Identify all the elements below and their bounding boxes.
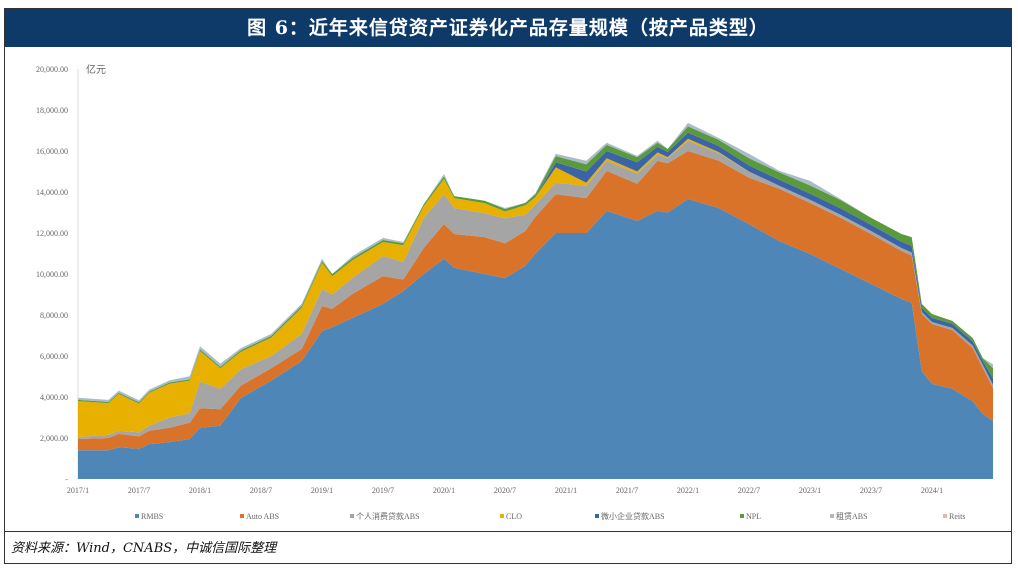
area-clo — [78, 138, 993, 437]
y-tick-label: 8,000.00 — [40, 311, 68, 320]
figure-title: 图 6：近年来信贷资产证券化产品存量规模（按产品类型） — [5, 9, 1011, 47]
x-tick-label: 2020/7 — [494, 486, 516, 495]
legend-swatch — [500, 514, 504, 518]
stacked-area-chart: - 2,000.00 4,000.00 6,000.00 8,000.00 10,000.… — [36, 63, 993, 521]
y-tick-label: 18,000.00 — [36, 106, 68, 115]
x-tick-label: 2018/1 — [189, 486, 211, 495]
legend-label: RMBS — [141, 512, 163, 521]
legend-label: CLO — [506, 512, 522, 521]
legend-item: Reits — [943, 512, 965, 521]
legend-label: 微小企业贷款ABS — [601, 511, 665, 521]
x-tick-label: 2024/1 — [921, 486, 943, 495]
area-auto-abs — [78, 151, 993, 451]
y-tick-label: 20,000.00 — [36, 65, 68, 74]
legend-item: CLO — [500, 512, 522, 521]
figure-frame: 图 6：近年来信贷资产证券化产品存量规模（按产品类型） - 2,000.00 4,0… — [4, 8, 1012, 564]
y-tick-label: 10,000.00 — [36, 270, 68, 279]
y-tick-label: 14,000.00 — [36, 188, 68, 197]
y-tick-label: 2,000.00 — [40, 434, 68, 443]
legend-label: 个人消费贷款ABS — [356, 511, 420, 521]
x-tick-label: 2019/1 — [311, 486, 333, 495]
x-tick-label: 2023/1 — [799, 486, 821, 495]
legend-swatch — [595, 514, 599, 518]
x-tick-label: 2021/7 — [616, 486, 638, 495]
x-tick-label: 2022/1 — [677, 486, 699, 495]
legend-swatch — [740, 514, 744, 518]
legend-swatch — [943, 514, 947, 518]
x-tick-label: 2017/7 — [128, 486, 150, 495]
legend-swatch — [350, 514, 354, 518]
legend-swatch — [240, 514, 244, 518]
y-tick-label: 12,000.00 — [36, 229, 68, 238]
x-tick-label: 2021/1 — [555, 486, 577, 495]
legend-swatch — [830, 514, 834, 518]
x-tick-label: 2023/7 — [860, 486, 882, 495]
x-tick-label: 2020/1 — [433, 486, 455, 495]
y-tick-label: - — [65, 475, 68, 484]
legend-label: Reits — [949, 512, 965, 521]
legend-item: NPL — [740, 512, 761, 521]
legend-label: Auto ABS — [246, 512, 279, 521]
legend-item: 微小企业贷款ABS — [595, 511, 665, 521]
legend-item: 个人消费贷款ABS — [350, 511, 420, 521]
y-axis-unit-label: 亿元 — [86, 63, 106, 76]
legend-swatch — [135, 514, 139, 518]
source-note: 资料来源：Wind，CNABS，中诚信国际整理 — [5, 531, 1011, 564]
y-tick-label: 16,000.00 — [36, 147, 68, 156]
x-tick-label: 2022/7 — [738, 486, 760, 495]
x-tick-label: 2018/7 — [250, 486, 272, 495]
legend-item: 租赁ABS — [830, 511, 868, 521]
legend-label: NPL — [746, 512, 761, 521]
x-tick-label: 2019/7 — [372, 486, 394, 495]
legend-label: 租赁ABS — [836, 511, 868, 521]
x-tick-label: 2017/1 — [67, 486, 89, 495]
legend-item: RMBS — [135, 512, 163, 521]
legend-item: Auto ABS — [240, 512, 279, 521]
y-tick-label: 4,000.00 — [40, 393, 68, 402]
area-rmbs — [78, 199, 993, 479]
y-tick-label: 6,000.00 — [40, 352, 68, 361]
